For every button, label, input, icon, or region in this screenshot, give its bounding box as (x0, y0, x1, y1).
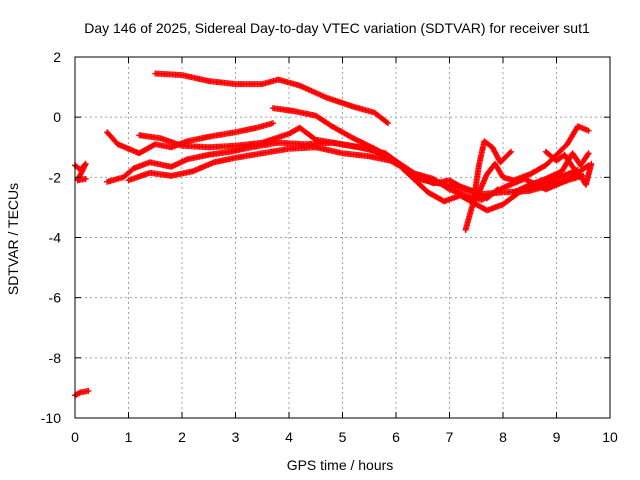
x-tick-label: 6 (392, 429, 400, 445)
x-tick-label: 2 (178, 429, 186, 445)
series-track-g (462, 138, 515, 233)
x-tick-label: 7 (446, 429, 454, 445)
y-tick-label: -6 (49, 290, 62, 306)
x-tick-label: 3 (232, 429, 240, 445)
x-tick-label: 0 (71, 429, 79, 445)
series-track-a (152, 70, 391, 127)
x-tick-label: 8 (499, 429, 507, 445)
y-tick-label: -4 (49, 230, 62, 246)
y-tick-label: 0 (53, 109, 61, 125)
data-point (82, 175, 89, 182)
data-point (85, 387, 92, 394)
data-point (585, 150, 592, 157)
x-tick-label: 5 (339, 429, 347, 445)
series-track-j (510, 150, 592, 196)
data-point (585, 127, 592, 134)
chart-title: Day 146 of 2025, Sidereal Day-to-day VTE… (84, 20, 590, 36)
y-tick-label: -8 (49, 350, 62, 366)
x-tick-label: 10 (602, 429, 618, 445)
x-tick-label: 4 (285, 429, 293, 445)
x-tick-label: 1 (125, 429, 133, 445)
y-tick-label: -10 (41, 410, 61, 426)
data-point (508, 148, 515, 155)
y-tick-label: 2 (53, 49, 61, 65)
data-point (269, 120, 276, 127)
y-axis-label: SDTVAR / TECUs (5, 183, 21, 295)
x-axis-label: GPS time / hours (287, 457, 394, 473)
series-track-l (72, 387, 92, 399)
axis-ticks: 0 1 2 3 4 5 6 7 8 9 10 -10 -8 -6 -4 -2 0 2 (41, 49, 618, 445)
y-tick-label: -2 (49, 169, 62, 185)
data-point (383, 119, 390, 126)
data-marks (72, 70, 595, 399)
series-track-f (125, 144, 592, 203)
series-track-h (473, 123, 592, 202)
data-point (506, 149, 513, 156)
data-point (384, 120, 391, 127)
data-point (588, 160, 595, 167)
x-tick-label: 9 (553, 429, 561, 445)
